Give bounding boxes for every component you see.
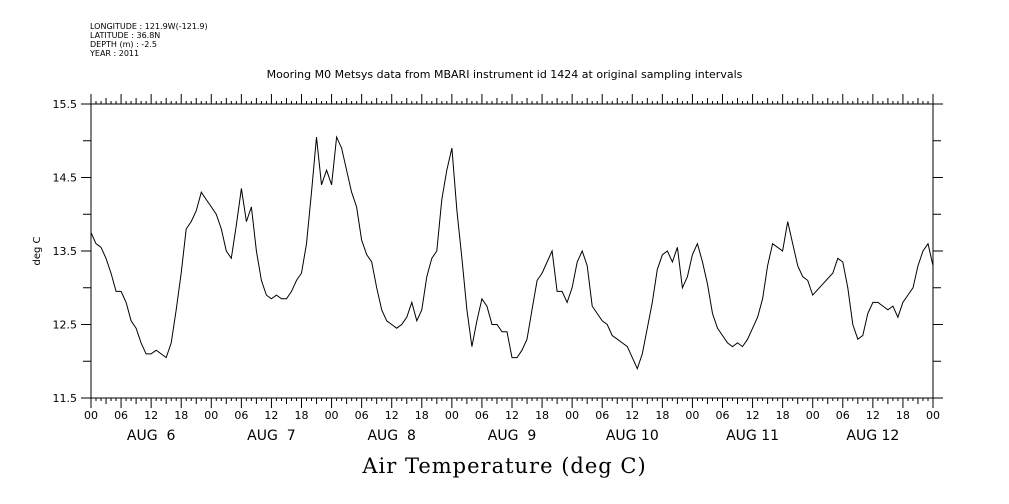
x-day-label: AUG 10 bbox=[606, 428, 659, 444]
depth-label: DEPTH (m) : -2.5 bbox=[90, 40, 157, 49]
y-tick-label: 15.5 bbox=[53, 98, 78, 111]
chart-axes bbox=[90, 103, 934, 399]
x-hour-label: 06 bbox=[475, 409, 489, 422]
year-label: YEAR : 2011 bbox=[90, 49, 140, 58]
longitude-label: LONGITUDE : 121.9W(-121.9) bbox=[90, 22, 208, 31]
temperature-series-line bbox=[90, 135, 934, 370]
chart-ticks bbox=[81, 94, 943, 408]
x-day-label: AUG 9 bbox=[488, 428, 536, 444]
x-day-label: AUG 8 bbox=[367, 428, 415, 444]
x-hour-label: 00 bbox=[685, 409, 699, 422]
x-hour-label: 00 bbox=[445, 409, 459, 422]
x-hour-label: 18 bbox=[776, 409, 790, 422]
chart-title: Mooring M0 Metsys data from MBARI instru… bbox=[266, 68, 743, 81]
x-hour-label: 12 bbox=[866, 409, 880, 422]
x-hour-label: 00 bbox=[926, 409, 940, 422]
x-hour-label: 12 bbox=[746, 409, 760, 422]
station-info: LONGITUDE : 121.9W(-121.9) LATITUDE : 36… bbox=[90, 22, 208, 58]
x-hour-label: 06 bbox=[716, 409, 730, 422]
x-day-label: AUG 6 bbox=[127, 428, 176, 444]
y-tick-label: 12.5 bbox=[53, 319, 78, 332]
x-hour-label: 06 bbox=[355, 409, 369, 422]
x-hour-label: 00 bbox=[84, 409, 98, 422]
x-hour-label: 18 bbox=[896, 409, 910, 422]
x-hour-label: 18 bbox=[415, 409, 429, 422]
x-day-label: AUG 11 bbox=[726, 428, 779, 444]
x-hour-label: 06 bbox=[836, 409, 850, 422]
x-hour-label: 18 bbox=[295, 409, 309, 422]
x-hour-label: 00 bbox=[325, 409, 339, 422]
y-axis-label: deg C bbox=[32, 236, 43, 265]
x-hour-label: 06 bbox=[595, 409, 609, 422]
x-axis-label: Air Temperature (deg C) bbox=[362, 454, 647, 478]
x-hour-label: 18 bbox=[174, 409, 188, 422]
plot-frame bbox=[90, 103, 934, 399]
y-tick-label: 13.5 bbox=[53, 245, 78, 258]
x-hour-label: 00 bbox=[204, 409, 218, 422]
x-hour-label: 12 bbox=[505, 409, 519, 422]
x-hour-label: 12 bbox=[144, 409, 158, 422]
x-hour-label: 12 bbox=[385, 409, 399, 422]
x-hour-label: 06 bbox=[234, 409, 248, 422]
x-hour-label: 00 bbox=[806, 409, 820, 422]
y-tick-label: 11.5 bbox=[53, 392, 78, 405]
x-hour-label: 06 bbox=[114, 409, 128, 422]
x-day-label: AUG 12 bbox=[846, 428, 899, 444]
x-hour-label: 12 bbox=[264, 409, 278, 422]
x-hour-label: 18 bbox=[535, 409, 549, 422]
latitude-label: LATITUDE : 36.8N bbox=[90, 31, 161, 40]
x-hour-label: 00 bbox=[565, 409, 579, 422]
y-tick-label: 14.5 bbox=[53, 172, 78, 185]
x-hour-label: 18 bbox=[655, 409, 669, 422]
chart-tick-labels: 11.5 12.5 13.5 14.5 15.5 00 06 12 18 00 06 12 18 00 06… bbox=[53, 98, 941, 444]
x-hour-label: 12 bbox=[625, 409, 639, 422]
x-day-label: AUG 7 bbox=[247, 428, 295, 444]
